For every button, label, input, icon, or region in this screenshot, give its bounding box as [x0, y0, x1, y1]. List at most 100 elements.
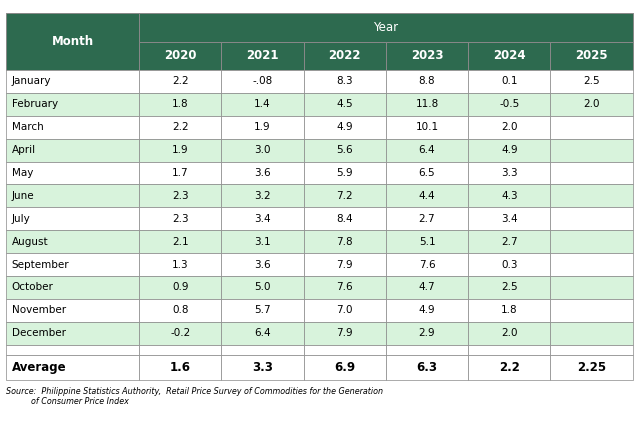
Text: 3.3: 3.3 [501, 168, 518, 178]
Bar [139, 299, 222, 322]
Text: 3.0: 3.0 [254, 145, 271, 155]
Text: 2.0: 2.0 [501, 328, 518, 338]
Text: 3.6: 3.6 [254, 260, 271, 270]
Text: 0.9: 0.9 [172, 282, 189, 292]
Bar [386, 322, 468, 345]
Text: 2022: 2022 [328, 49, 361, 62]
Bar [6, 93, 139, 116]
Bar [386, 93, 468, 116]
Bar [550, 139, 633, 162]
Text: 7.6: 7.6 [337, 282, 353, 292]
Text: 1.8: 1.8 [501, 305, 518, 316]
Bar [6, 116, 139, 139]
Bar [222, 70, 304, 93]
Text: 8.4: 8.4 [337, 214, 353, 224]
Bar [468, 253, 550, 276]
Text: Month: Month [52, 35, 94, 48]
Text: 3.6: 3.6 [254, 168, 271, 178]
Bar [139, 42, 222, 70]
Bar [468, 354, 550, 380]
Bar [222, 230, 304, 253]
Bar [468, 42, 550, 70]
Text: 2.0: 2.0 [583, 99, 600, 109]
Bar [304, 354, 386, 380]
Text: 3.2: 3.2 [254, 191, 271, 201]
Text: 8.3: 8.3 [337, 76, 353, 87]
Bar [6, 162, 139, 184]
Bar [304, 322, 386, 345]
Bar [139, 276, 222, 299]
Bar [304, 253, 386, 276]
Text: 2.25: 2.25 [577, 361, 606, 374]
Text: August: August [12, 237, 48, 246]
Bar [139, 207, 222, 230]
Bar [550, 116, 633, 139]
Bar [550, 93, 633, 116]
Bar [304, 207, 386, 230]
Text: 2.3: 2.3 [172, 191, 189, 201]
Text: 1.3: 1.3 [172, 260, 189, 270]
Bar [550, 276, 633, 299]
Bar [304, 184, 386, 207]
Bar [550, 70, 633, 93]
Bar [222, 42, 304, 70]
Bar [386, 116, 468, 139]
Text: 3.3: 3.3 [252, 361, 273, 374]
Text: -.08: -.08 [252, 76, 273, 87]
Bar [468, 322, 550, 345]
Text: 3.4: 3.4 [501, 214, 518, 224]
Bar [222, 162, 304, 184]
Bar [6, 354, 139, 380]
Bar [222, 93, 304, 116]
Bar [139, 184, 222, 207]
Text: 4.9: 4.9 [419, 305, 435, 316]
Text: 3.1: 3.1 [254, 237, 271, 246]
Bar [222, 354, 304, 380]
Text: April: April [12, 145, 36, 155]
Bar [386, 184, 468, 207]
Text: 6.5: 6.5 [419, 168, 435, 178]
Bar [6, 299, 139, 322]
Bar [386, 207, 468, 230]
Text: 2.2: 2.2 [172, 122, 189, 132]
Text: 2023: 2023 [411, 49, 443, 62]
Bar [139, 345, 222, 354]
Bar [386, 139, 468, 162]
Bar [468, 139, 550, 162]
Text: 0.8: 0.8 [172, 305, 189, 316]
Text: 1.7: 1.7 [172, 168, 189, 178]
Bar [468, 184, 550, 207]
Text: 8.8: 8.8 [419, 76, 435, 87]
Bar [139, 116, 222, 139]
Text: March: March [12, 122, 43, 132]
Bar [468, 345, 550, 354]
Text: 6.3: 6.3 [417, 361, 438, 374]
Bar [6, 345, 139, 354]
Text: 5.0: 5.0 [254, 282, 271, 292]
Text: 2.5: 2.5 [583, 76, 600, 87]
Bar [222, 276, 304, 299]
Bar [550, 299, 633, 322]
Bar [386, 345, 468, 354]
Bar [222, 345, 304, 354]
Bar [6, 207, 139, 230]
Bar [222, 299, 304, 322]
Bar [6, 184, 139, 207]
Bar [139, 253, 222, 276]
Bar [550, 322, 633, 345]
Bar [6, 13, 139, 70]
Bar [222, 207, 304, 230]
Text: 7.9: 7.9 [337, 260, 353, 270]
Bar [139, 70, 222, 93]
Text: January: January [12, 76, 51, 87]
Bar [386, 253, 468, 276]
Bar [6, 322, 139, 345]
Bar [6, 70, 139, 93]
Bar [139, 322, 222, 345]
Bar [468, 70, 550, 93]
Bar [386, 162, 468, 184]
Bar [139, 13, 633, 42]
Text: 1.9: 1.9 [254, 122, 271, 132]
Text: 6.4: 6.4 [419, 145, 435, 155]
Bar [304, 116, 386, 139]
